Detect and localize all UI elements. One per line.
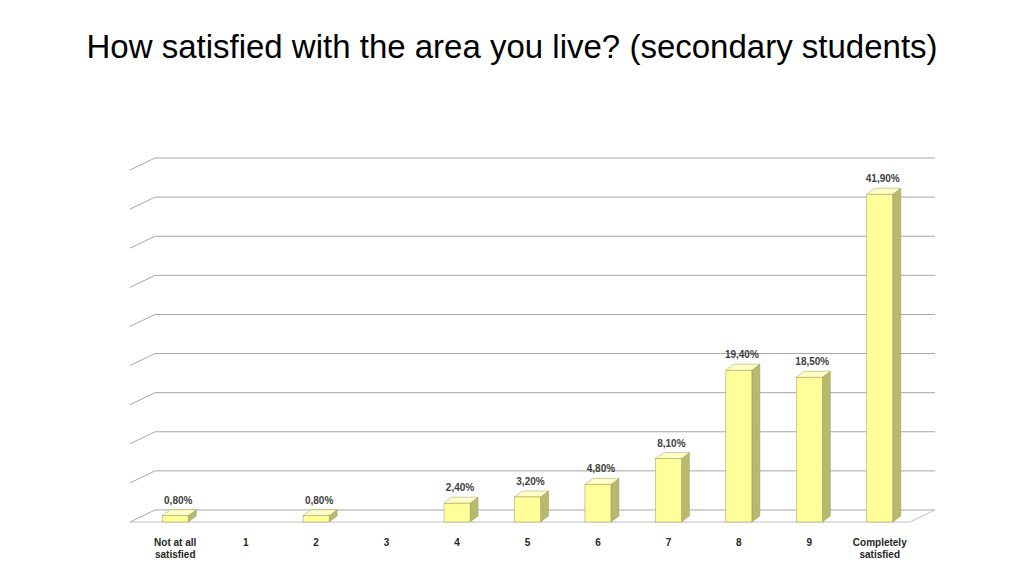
x-tick-label: Not at allsatisfied [154,537,196,560]
bar-side [752,364,760,522]
bar-top [726,364,760,370]
data-label: 41,90% [866,173,900,184]
grid-line [130,314,935,326]
bar-top [867,188,901,194]
data-label: 8,10% [657,438,685,449]
bar [585,484,611,522]
grid [130,158,935,522]
x-tick-label: 2 [313,537,319,548]
x-tick-label: 1 [243,537,249,548]
bar-top [796,371,830,377]
bar-top [444,497,478,503]
bar-side [681,453,689,522]
bar-top [585,478,619,484]
x-tick-label: 8 [736,537,742,548]
bar [867,194,893,522]
grid-line [130,197,935,209]
bar [515,497,541,522]
data-label: 4,80% [587,463,615,474]
data-label: 3,20% [516,476,544,487]
bar [796,377,822,522]
x-tick-label: 5 [525,537,531,548]
bar-top [515,491,549,497]
bar-top [655,453,689,459]
data-label: 0,80% [164,495,192,506]
bar [162,516,188,522]
data-label: 19,40% [725,349,759,360]
data-label: 2,40% [446,482,474,493]
bar [303,516,329,522]
x-tick-label: 7 [666,537,672,548]
grid-line [130,158,935,170]
bar [726,370,752,522]
labels: 0,80% Not at allsatisfied 1 0,80% 2 3 2,40% 4 3,… [154,173,907,560]
grid-line [130,275,935,287]
x-tick-label: 4 [454,537,460,548]
data-label: 18,50% [795,356,829,367]
x-tick-label: 3 [384,537,390,548]
bar [444,503,470,522]
bar-side [822,371,830,522]
bar-side [893,188,901,522]
bar-side [611,478,619,522]
bar-top [303,510,337,516]
x-tick-label: Completelysatisfied [853,537,907,560]
x-tick-label: 6 [595,537,601,548]
bar [655,459,681,522]
bars [162,188,901,522]
data-label: 0,80% [305,495,333,506]
chart: How satisfied with the area you live? (s… [0,0,1024,576]
grid-line [130,236,935,248]
title: How satisfied with the area you live? (s… [86,28,937,65]
floor-edge [910,510,935,522]
x-tick-label: 9 [807,537,813,548]
bar-top [162,510,196,516]
